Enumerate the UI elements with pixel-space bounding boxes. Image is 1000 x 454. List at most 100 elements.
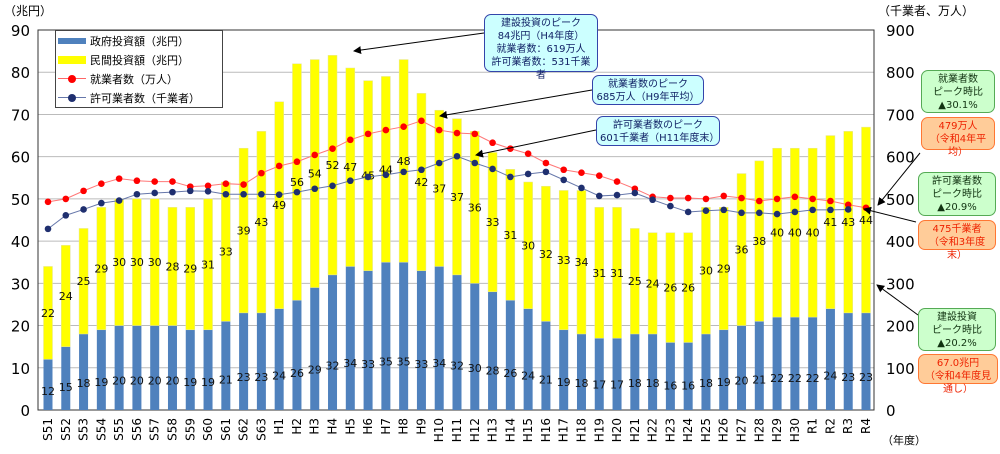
point-workers: [418, 117, 425, 125]
data-label-private: 22: [41, 307, 55, 320]
bar-gov: [328, 274, 338, 410]
point-workers: [809, 195, 816, 203]
annotation-peak-investment: 建設投資のピーク 84兆円（H4年度） 就業者数：619万人 許可業者数：531…: [484, 14, 598, 81]
bar-gov: [61, 346, 71, 410]
point-workers: [80, 187, 87, 195]
data-label-private: 36: [468, 201, 482, 214]
annotation-line: 就業者数：619万人: [496, 44, 586, 55]
data-label-private: 40: [788, 227, 802, 240]
y-tick-label-left: 60: [11, 149, 30, 167]
x-tick-label: H11: [450, 418, 464, 442]
bar-gov: [737, 325, 747, 410]
bar-private: [185, 207, 196, 331]
x-tick-label: H1: [272, 418, 286, 435]
data-label-gov: 23: [237, 371, 251, 384]
point-permits: [524, 170, 532, 178]
point-permits: [364, 173, 372, 181]
bar-gov: [559, 329, 569, 410]
annotation-arrow: [475, 129, 597, 158]
annotation-peak-permits: 許可業者数のピーク 601千業者（H11年度末）: [596, 116, 720, 146]
data-label-private: 37: [450, 191, 464, 204]
point-permits: [151, 189, 158, 197]
data-label-gov: 32: [450, 359, 464, 372]
x-tick-label: R4: [859, 418, 873, 434]
annotation-line: ピーク時比: [932, 325, 982, 336]
point-workers: [791, 193, 799, 201]
y-tick-label-left: 50: [11, 191, 30, 209]
data-label-gov: 20: [130, 375, 144, 388]
x-tick-label: S63: [254, 418, 268, 441]
data-label-private: 30: [521, 239, 535, 252]
data-label-private: 26: [681, 282, 695, 295]
bar-gov: [648, 334, 658, 410]
bar-gov: [523, 308, 533, 410]
bar-private: [772, 147, 782, 318]
bar-private: [61, 245, 71, 347]
bar-gov: [43, 359, 53, 410]
bar-gov: [505, 300, 515, 410]
point-workers: [435, 126, 443, 134]
data-label-private: 40: [806, 227, 820, 240]
annotation-arrow: [877, 152, 921, 206]
point-workers: [347, 136, 354, 144]
data-label-gov: 18: [77, 377, 91, 390]
point-workers: [773, 195, 781, 203]
point-permits: [578, 184, 585, 192]
data-label-gov: 22: [770, 372, 784, 385]
point-permits: [684, 208, 692, 216]
data-label-gov: 18: [574, 377, 588, 390]
legend-label-gov: 政府投資額（兆円）: [90, 34, 189, 48]
x-tick-label: R3: [841, 418, 855, 434]
data-label-gov: 26: [290, 367, 304, 380]
bar-private: [203, 198, 213, 331]
bar-gov: [167, 325, 177, 410]
bar-private: [434, 109, 444, 267]
data-label-private: 43: [841, 216, 855, 229]
point-permits: [489, 165, 496, 173]
point-permits: [382, 171, 390, 179]
x-tick-label: H29: [770, 418, 784, 442]
x-tick-label: H7: [379, 418, 393, 435]
data-label-gov: 34: [432, 357, 446, 370]
bar-private: [327, 55, 338, 276]
point-permits: [471, 159, 479, 167]
data-label-gov: 15: [59, 381, 73, 394]
bar-gov: [185, 329, 195, 410]
x-tick-label: H18: [574, 418, 588, 442]
bar-gov: [221, 321, 231, 410]
point-permits: [542, 168, 550, 176]
point-workers: [222, 180, 230, 187]
annotation-line: 479万人: [938, 121, 978, 132]
point-permits: [773, 210, 781, 218]
legend-item-gov: 政府投資額（兆円）: [56, 31, 222, 50]
point-permits: [293, 188, 301, 196]
annotation-arrow: [876, 284, 919, 316]
data-label-private: 33: [486, 216, 500, 229]
y-tick-label-left: 10: [11, 360, 30, 378]
bar-private: [683, 232, 693, 343]
data-label-private: 44: [859, 214, 873, 227]
point-permits: [275, 191, 283, 198]
x-tick-label: S52: [59, 418, 73, 441]
legend-swatch-permits: [58, 93, 86, 103]
data-label-gov: 26: [503, 367, 517, 380]
legend-item-private: 民間投資額（兆円）: [56, 50, 222, 69]
data-label-private: 24: [646, 277, 660, 290]
x-tick-label: H22: [646, 418, 660, 442]
legend-label-private: 民間投資額（兆円）: [90, 53, 189, 67]
annotation-line: 84兆円（H4年度）: [497, 31, 585, 42]
data-label-gov: 19: [717, 376, 731, 389]
data-label-private: 48: [397, 155, 411, 168]
bar-private: [487, 152, 498, 293]
x-tick-label: H6: [361, 418, 375, 435]
point-workers: [151, 178, 158, 185]
data-label-private: 54: [308, 168, 322, 181]
y-tick-label-right: 600: [886, 149, 915, 167]
data-label-private: 30: [699, 265, 713, 278]
y-tick-label-right: 800: [886, 64, 915, 82]
data-label-private: 31: [503, 229, 517, 242]
data-label-private: 26: [663, 282, 677, 295]
point-workers: [311, 151, 319, 159]
data-label-gov: 23: [859, 371, 873, 384]
y-tick-label-left: 40: [11, 233, 30, 251]
